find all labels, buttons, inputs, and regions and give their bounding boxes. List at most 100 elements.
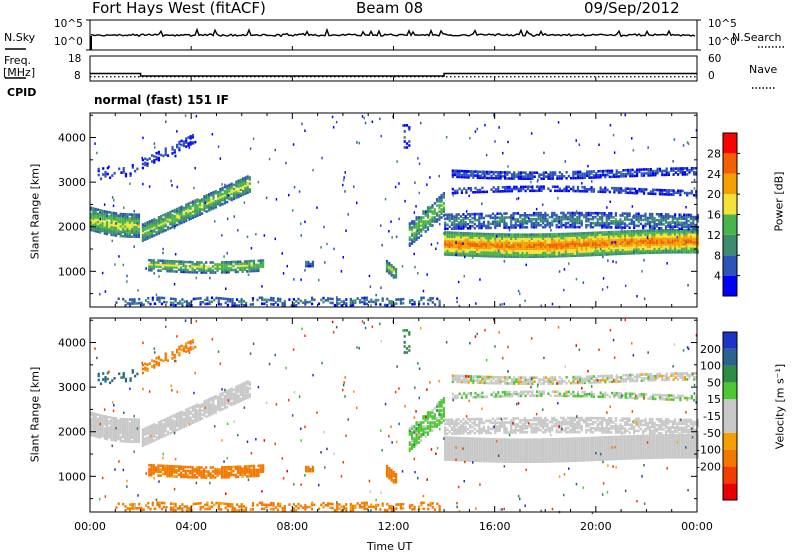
heatmap-cell <box>336 302 339 305</box>
heatmap-cell <box>92 420 95 423</box>
heatmap-cell <box>176 420 179 424</box>
heatmap-cell <box>599 169 602 173</box>
heatmap-cell <box>225 269 228 272</box>
heatmap-cell <box>619 230 622 233</box>
heatmap-cell <box>487 226 490 230</box>
heatmap-cell <box>157 220 160 223</box>
heatmap-cell <box>580 221 583 225</box>
heatmap-cell <box>646 216 649 220</box>
heatmap-cell <box>621 248 624 251</box>
heatmap-cell <box>395 276 398 279</box>
noise-cell <box>390 220 392 223</box>
heatmap-cell <box>196 403 199 406</box>
heatmap-cell <box>203 414 206 417</box>
heatmap-cell <box>297 297 300 301</box>
heatmap-cell <box>476 242 479 246</box>
heatmap-cell <box>444 227 447 231</box>
heatmap-cell <box>121 431 125 435</box>
heatmap-cell <box>124 231 127 234</box>
noise-cell <box>323 225 325 229</box>
heatmap-cell <box>124 225 127 228</box>
heatmap-cell <box>185 217 188 221</box>
heatmap-cell <box>176 348 179 352</box>
heatmap-cell <box>476 172 479 175</box>
heatmap-cell <box>683 249 686 252</box>
heatmap-cell <box>679 191 682 195</box>
heatmap-cell <box>479 174 482 178</box>
heatmap-cell <box>578 236 581 239</box>
noise-cell <box>274 148 276 152</box>
heatmap-cell <box>653 218 656 222</box>
heatmap-cell <box>408 228 411 231</box>
heatmap-cell <box>349 303 352 307</box>
heatmap-cell <box>671 215 674 218</box>
heatmap-cell <box>221 403 224 407</box>
heatmap-cell <box>202 265 205 268</box>
heatmap-cell <box>446 239 449 242</box>
heatmap-cell <box>610 242 613 246</box>
heatmap-cell <box>683 232 686 236</box>
heatmap-cell <box>667 213 670 216</box>
heatmap-cell <box>522 187 525 191</box>
heatmap-cell <box>427 302 430 306</box>
heatmap-cell <box>242 181 245 184</box>
heatmap-cell <box>126 223 129 226</box>
heatmap-cell <box>519 235 522 238</box>
heatmap-cell <box>487 236 490 240</box>
noise-cell <box>633 250 635 254</box>
heatmap-cell <box>482 236 485 240</box>
heatmap-cell <box>450 241 454 245</box>
heatmap-cell <box>128 438 131 441</box>
heatmap-cell <box>680 251 683 254</box>
heatmap-cell <box>576 254 579 257</box>
noise-cell <box>379 117 381 121</box>
heatmap-cell <box>185 414 188 418</box>
heatmap-cell <box>601 224 604 227</box>
heatmap-cell <box>444 231 447 234</box>
heatmap-cell <box>670 193 673 196</box>
heatmap-cell <box>157 158 160 162</box>
heatmap-cell <box>547 175 550 178</box>
heatmap-cell <box>507 243 510 246</box>
heatmap-cell <box>217 405 220 409</box>
heatmap-cell <box>128 213 131 216</box>
heatmap-cell <box>465 191 468 194</box>
heatmap-cell <box>671 233 674 236</box>
heatmap-cell <box>519 237 522 240</box>
heatmap-cell <box>605 233 608 236</box>
heatmap-cell <box>99 420 102 423</box>
heatmap-cell <box>553 235 556 238</box>
heatmap-cell <box>128 426 131 429</box>
heatmap-cell <box>119 431 122 435</box>
heatmap-cell <box>465 174 468 177</box>
heatmap-cell <box>537 247 540 250</box>
heatmap-cell <box>512 233 515 236</box>
heatmap-cell <box>235 298 239 301</box>
heatmap-cell <box>217 198 220 202</box>
heatmap-cell <box>528 249 531 252</box>
heatmap-cell <box>514 220 517 223</box>
heatmap-cell <box>112 428 115 432</box>
heatmap-cell <box>464 244 467 247</box>
heatmap-cell <box>171 221 174 225</box>
heatmap-cell <box>172 303 175 307</box>
heatmap-cell <box>478 218 481 222</box>
heatmap-cell <box>358 299 362 302</box>
heatmap-cell <box>153 161 156 164</box>
heatmap-cell <box>478 220 481 224</box>
heatmap-cell <box>544 223 547 227</box>
heatmap-cell <box>96 216 99 220</box>
heatmap-cell <box>105 429 109 433</box>
heatmap-cell <box>510 255 513 258</box>
heatmap-cell <box>692 231 695 234</box>
heatmap-cell <box>262 263 265 266</box>
heatmap-cell <box>94 229 97 233</box>
heatmap-cell <box>141 158 144 162</box>
heatmap-cell <box>562 238 565 242</box>
heatmap-cell <box>420 224 423 227</box>
heatmap-cell <box>124 428 127 431</box>
heatmap-cell <box>464 250 467 253</box>
heatmap-cell <box>162 423 165 426</box>
heatmap-cell <box>133 302 136 305</box>
heatmap-cell <box>583 188 586 191</box>
